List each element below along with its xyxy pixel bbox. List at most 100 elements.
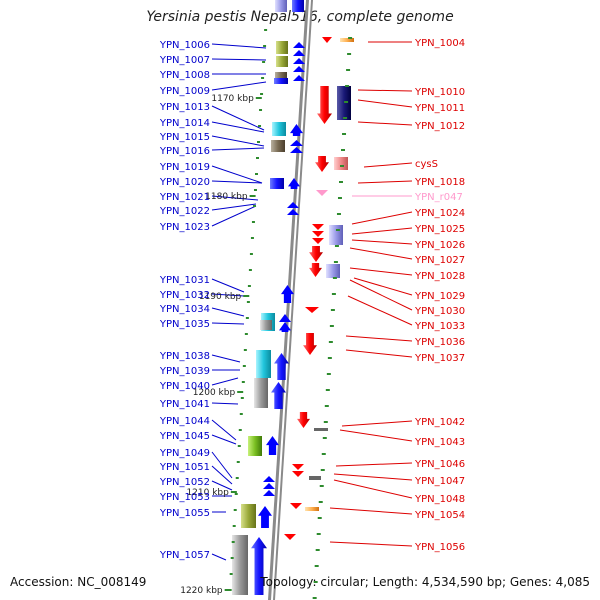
gene-label-ypn-1041[interactable]: YPN_1041 xyxy=(159,399,210,410)
gene-block xyxy=(270,178,284,189)
gene-label-ypn-1052[interactable]: YPN_1052 xyxy=(159,477,210,488)
gene-label-ypn-1008[interactable]: YPN_1008 xyxy=(159,70,210,81)
gene-label-ypn-1046[interactable]: YPN_1046 xyxy=(414,459,465,470)
gene-label-ypn-1024[interactable]: YPN_1024 xyxy=(414,208,465,219)
gene-label-ypn-1023[interactable]: YPN_1023 xyxy=(159,222,210,233)
gene-label-ypn-1012[interactable]: YPN_1012 xyxy=(414,121,465,132)
forward-gene-arrow xyxy=(258,506,272,528)
gene-label-ypn-1034[interactable]: YPN_1034 xyxy=(159,304,210,315)
forward-gene-arrow xyxy=(266,436,279,455)
gene-block xyxy=(337,86,351,120)
gene-label-ypn-1057[interactable]: YPN_1057 xyxy=(159,550,210,561)
forward-gene-arrow xyxy=(281,285,294,303)
label-connector xyxy=(211,105,265,131)
gene-label-cyss[interactable]: cysS xyxy=(415,159,438,170)
label-connector xyxy=(345,349,413,358)
gene-label-ypn-1018[interactable]: YPN_1018 xyxy=(414,177,465,188)
gene-label-ypn-1009[interactable]: YPN_1009 xyxy=(159,86,210,97)
label-connector xyxy=(211,465,233,485)
gene-label-ypn-1040[interactable]: YPN_1040 xyxy=(159,381,210,392)
label-connector xyxy=(363,162,413,168)
forward-gene-arrow xyxy=(263,476,275,482)
label-connector xyxy=(351,211,413,225)
gene-label-ypn-1037[interactable]: YPN_1037 xyxy=(414,353,465,364)
gene-label-ypn-1044[interactable]: YPN_1044 xyxy=(159,416,210,427)
label-connector xyxy=(211,553,227,561)
kbp-tick-label: 1180 kbp xyxy=(205,192,248,202)
gene-label-ypn-1028[interactable]: YPN_1028 xyxy=(414,271,465,282)
gene-block xyxy=(275,0,287,12)
gene-label-ypn-1025[interactable]: YPN_1025 xyxy=(414,224,465,235)
reverse-gene-arrow xyxy=(292,471,304,477)
gene-block xyxy=(271,140,285,152)
gene-block xyxy=(275,72,287,78)
label-connector xyxy=(211,402,239,405)
gene-label-ypn-1029[interactable]: YPN_1029 xyxy=(414,291,465,302)
reverse-gene-arrow xyxy=(292,464,304,470)
label-connector xyxy=(347,295,413,326)
gene-block xyxy=(272,122,286,136)
forward-gene-arrow xyxy=(290,147,303,153)
gene-label-ypn-1022[interactable]: YPN_1022 xyxy=(159,206,210,217)
gene-label-ypn-1015[interactable]: YPN_1015 xyxy=(159,132,210,143)
gene-label-ypn-1021[interactable]: YPN_1021 xyxy=(159,192,210,203)
gene-label-ypn-1026[interactable]: YPN_1026 xyxy=(414,240,465,251)
gene-label-ypn-1051[interactable]: YPN_1051 xyxy=(159,462,210,473)
gene-label-ypn-1047[interactable]: YPN_1047 xyxy=(414,476,465,487)
gene-label-ypn-1055[interactable]: YPN_1055 xyxy=(159,508,210,519)
reverse-gene-arrow xyxy=(312,238,324,244)
gene-label-ypn-1007[interactable]: YPN_1007 xyxy=(159,55,210,66)
label-connector xyxy=(211,121,265,133)
label-connector xyxy=(329,541,413,547)
reverse-gene-arrow xyxy=(312,231,324,237)
gene-label-ypn-1049[interactable]: YPN_1049 xyxy=(159,448,210,459)
gene-label-ypn-1043[interactable]: YPN_1043 xyxy=(414,437,465,448)
gene-block xyxy=(256,350,271,378)
gene-label-ypn-1004[interactable]: YPN_1004 xyxy=(414,38,465,49)
label-connector xyxy=(353,277,413,296)
gene-label-ypn-1027[interactable]: YPN_1027 xyxy=(414,255,465,266)
forward-gene-arrow xyxy=(293,58,305,64)
forward-gene-arrow xyxy=(274,353,289,380)
label-connector xyxy=(211,419,237,441)
gene-label-ypn-r047[interactable]: YPN_r047 xyxy=(414,192,463,203)
gene-label-ypn-1019[interactable]: YPN_1019 xyxy=(159,162,210,173)
label-connector xyxy=(357,89,413,92)
gene-label-ypn-1014[interactable]: YPN_1014 xyxy=(159,118,210,129)
reverse-gene-arrow xyxy=(290,503,302,509)
forward-gene-arrow xyxy=(293,75,305,81)
label-connector xyxy=(211,147,265,151)
reverse-gene-arrow xyxy=(297,412,310,428)
gene-label-ypn-1020[interactable]: YPN_1020 xyxy=(159,177,210,188)
label-connector xyxy=(349,267,413,276)
label-connector xyxy=(349,247,413,260)
gene-label-ypn-1010[interactable]: YPN_1010 xyxy=(414,87,465,98)
gene-label-ypn-1053[interactable]: YPN_1053 xyxy=(159,492,210,503)
reverse-gene-arrow xyxy=(305,307,319,313)
gene-label-ypn-1032[interactable]: YPN_1032 xyxy=(159,290,210,301)
gene-label-ypn-1054[interactable]: YPN_1054 xyxy=(414,510,465,521)
topology-label: Topology: circular; Length: 4,534,590 bp… xyxy=(260,575,590,589)
forward-gene-arrow xyxy=(271,382,286,409)
gene-label-ypn-1006[interactable]: YPN_1006 xyxy=(159,40,210,51)
reverse-gene-arrow xyxy=(315,156,329,172)
gene-label-ypn-1016[interactable]: YPN_1016 xyxy=(159,146,210,157)
forward-gene-arrow xyxy=(287,202,299,208)
gene-label-ypn-1045[interactable]: YPN_1045 xyxy=(159,431,210,442)
gene-block xyxy=(254,378,268,408)
gene-label-ypn-1056[interactable]: YPN_1056 xyxy=(414,542,465,553)
gene-label-ypn-1030[interactable]: YPN_1030 xyxy=(414,306,465,317)
gene-label-ypn-1011[interactable]: YPN_1011 xyxy=(414,103,465,114)
gene-label-ypn-1031[interactable]: YPN_1031 xyxy=(159,275,210,286)
reverse-gene-arrow xyxy=(284,534,296,540)
gene-label-ypn-1042[interactable]: YPN_1042 xyxy=(414,417,465,428)
gene-label-ypn-1035[interactable]: YPN_1035 xyxy=(159,319,210,330)
gene-label-ypn-1038[interactable]: YPN_1038 xyxy=(159,351,210,362)
gene-label-ypn-1013[interactable]: YPN_1013 xyxy=(159,102,210,113)
gene-label-ypn-1048[interactable]: YPN_1048 xyxy=(414,494,465,505)
gene-label-ypn-1033[interactable]: YPN_1033 xyxy=(414,321,465,332)
gene-label-ypn-1036[interactable]: YPN_1036 xyxy=(414,337,465,348)
gene-label-ypn-1039[interactable]: YPN_1039 xyxy=(159,366,210,377)
forward-gene-arrow xyxy=(263,483,275,489)
gene-block xyxy=(276,56,288,67)
